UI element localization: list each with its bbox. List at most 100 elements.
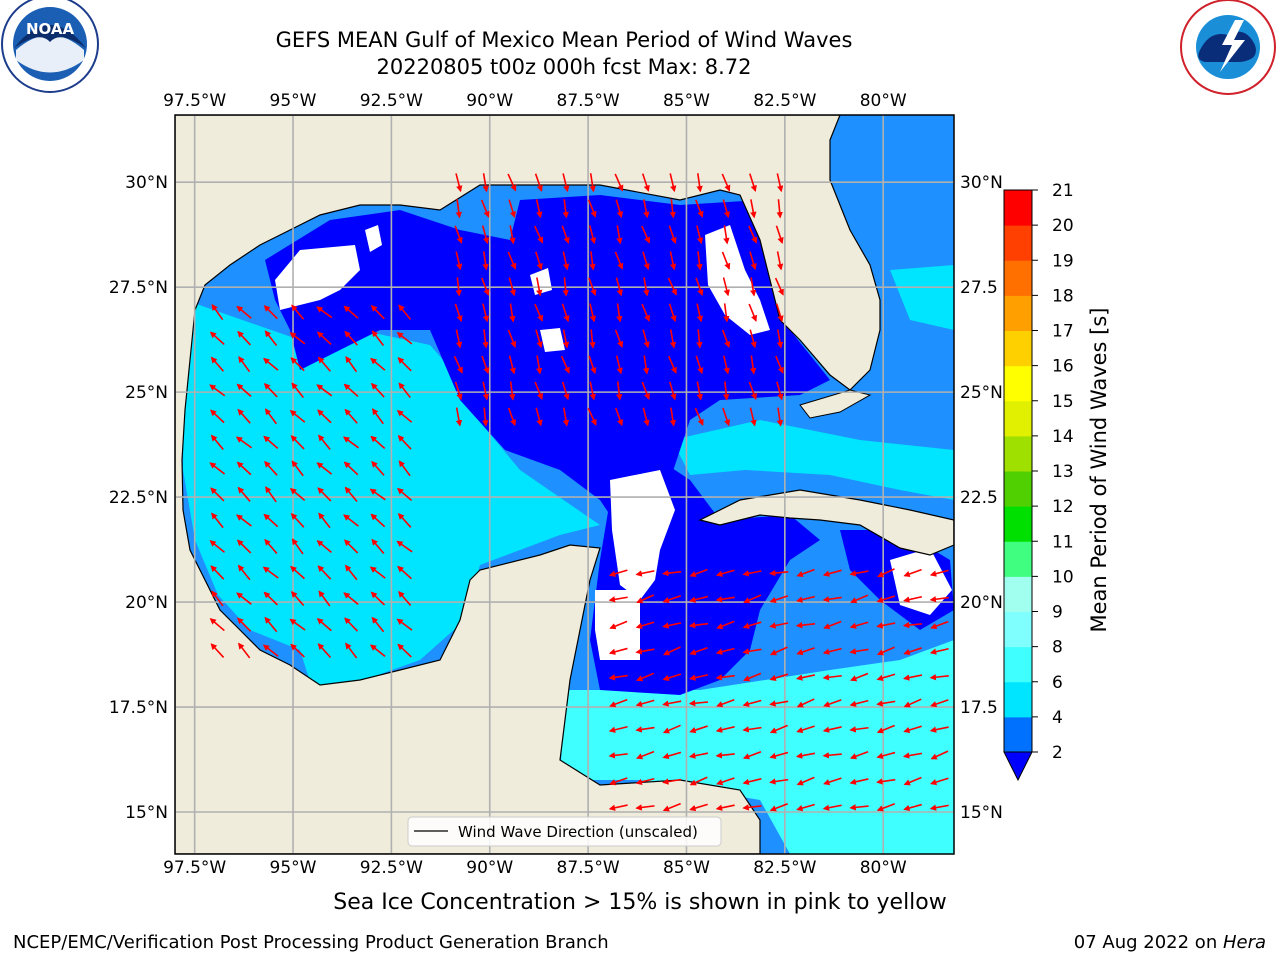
wind-wave-arrow: [397, 435, 412, 450]
wind-wave-arrow: [715, 674, 735, 681]
wind-wave-arrow: [615, 407, 624, 427]
wind-wave-arrow: [482, 381, 489, 401]
calm-patch: [530, 268, 552, 295]
x-tick-label-bottom: 85°W: [663, 858, 710, 878]
wind-wave-arrow: [509, 303, 516, 323]
wind-wave-arrow: [723, 303, 730, 323]
colorbar-segment: [1004, 506, 1032, 542]
wind-wave-arrow: [237, 408, 251, 424]
wind-wave-arrow: [211, 303, 224, 321]
wind-wave-arrow: [849, 804, 869, 811]
wind-wave-arrow: [696, 251, 703, 271]
wind-wave-arrow: [481, 225, 490, 245]
wind-wave-arrow: [876, 803, 896, 812]
colorbar-tick-label: 2: [1052, 743, 1063, 763]
wind-wave-arrow: [635, 699, 655, 707]
wind-wave-arrow: [291, 460, 304, 477]
x-tick-label-top: 90°W: [466, 91, 513, 111]
noaa-logo-text: NOAA: [26, 20, 75, 38]
wind-wave-arrow: [535, 251, 543, 271]
wind-wave-arrow: [209, 618, 225, 632]
wind-wave-arrow: [822, 674, 842, 681]
wind-wave-arrow: [641, 225, 651, 244]
wind-wave-arrow: [695, 199, 704, 218]
wind-wave-arrow: [317, 409, 332, 424]
wind-wave-arrow: [344, 564, 358, 581]
wind-wave-arrow: [453, 355, 463, 374]
wind-wave-arrow: [264, 330, 278, 346]
wind-wave-arrow: [237, 330, 251, 346]
x-tick-label-top: 87.5°W: [557, 91, 620, 111]
wind-wave-arrow: [642, 407, 650, 427]
wind-wave-arrow: [370, 591, 386, 606]
wind-wave-arrow: [561, 225, 570, 244]
wind-wave-arrow: [343, 539, 359, 554]
wind-wave-arrow: [614, 173, 624, 192]
wind-wave-arrow: [776, 329, 784, 349]
wind-wave-arrow: [930, 699, 949, 708]
wind-wave-arrow: [641, 381, 650, 401]
wind-wave-arrow: [696, 381, 703, 401]
wind-wave-arrow: [535, 199, 543, 219]
wind-wave-arrow: [316, 331, 332, 346]
period-field-dark-north: [265, 195, 830, 560]
colorbar-segment: [1004, 190, 1032, 226]
wind-wave-arrow: [642, 199, 650, 219]
wind-wave-arrow: [614, 251, 624, 270]
wind-wave-arrow: [849, 751, 869, 760]
wind-wave-arrow: [238, 642, 251, 659]
wind-wave-arrow: [534, 381, 543, 400]
wind-wave-arrow: [507, 407, 517, 427]
colorbar-tick-label: 12: [1052, 497, 1074, 517]
y-tick-label-right: 30°N: [960, 173, 1003, 193]
wind-wave-arrow: [562, 329, 570, 349]
wind-wave-arrow: [318, 590, 331, 607]
wind-wave-arrow: [669, 381, 677, 401]
wind-wave-arrow: [689, 674, 709, 681]
wind-wave-arrow: [722, 407, 731, 427]
wind-wave-arrow: [776, 407, 784, 427]
wind-wave-arrow: [589, 329, 596, 349]
colorbar-tick-label: 14: [1052, 427, 1074, 447]
wind-wave-arrow: [796, 776, 815, 786]
y-tick-label-left: 30°N: [125, 173, 168, 193]
wind-wave-arrow: [344, 330, 358, 346]
wind-wave-arrow: [849, 778, 869, 785]
wind-wave-arrow: [343, 461, 359, 476]
x-tick-label-bottom: 80°W: [860, 858, 907, 878]
wind-wave-arrow: [662, 595, 682, 604]
wind-wave-arrow: [615, 355, 623, 375]
wind-wave-arrow: [662, 646, 681, 656]
wind-wave-arrow: [370, 304, 385, 320]
colorbar-segment: [1004, 400, 1032, 437]
x-tick-label-bottom: 97.5°W: [163, 858, 226, 878]
wind-wave-arrow: [290, 643, 305, 658]
run-date-text: 07 Aug 2022 on: [1073, 932, 1223, 953]
wind-wave-arrow: [902, 752, 923, 759]
wind-wave-arrow: [317, 487, 332, 502]
wind-wave-arrow: [749, 251, 757, 271]
wind-wave-arrow: [662, 802, 681, 812]
x-tick-label-bottom: 87.5°W: [557, 858, 620, 878]
wind-wave-arrow: [289, 487, 306, 501]
colorbar: 2 4 6 8 9 10 11 12 13 14 15 16 17 18 19 20 21: [1003, 181, 1074, 782]
wind-wave-arrow: [903, 776, 922, 786]
wind-wave-arrow: [236, 305, 252, 319]
wind-wave-arrow: [237, 564, 251, 581]
x-tick-label-top: 80°W: [860, 91, 907, 111]
wind-wave-arrow: [721, 251, 731, 270]
wind-wave-arrow: [236, 539, 252, 554]
wind-wave-arrow: [822, 596, 842, 603]
wind-wave-arrow: [342, 436, 359, 449]
land-north-america: [175, 115, 881, 854]
legend: Wind Wave Direction (unscaled): [407, 816, 722, 847]
colorbar-segment: [1004, 541, 1032, 577]
wind-wave-arrow: [696, 303, 704, 323]
wind-wave-arrow: [796, 674, 816, 681]
wind-wave-arrow: [688, 622, 709, 629]
colorbar-tick-label: 9: [1052, 603, 1063, 623]
wind-wave-arrow: [642, 329, 650, 349]
wind-wave-arrow: [398, 304, 412, 320]
wind-wave-arrow: [455, 277, 462, 297]
wind-wave-arrow: [822, 569, 842, 577]
